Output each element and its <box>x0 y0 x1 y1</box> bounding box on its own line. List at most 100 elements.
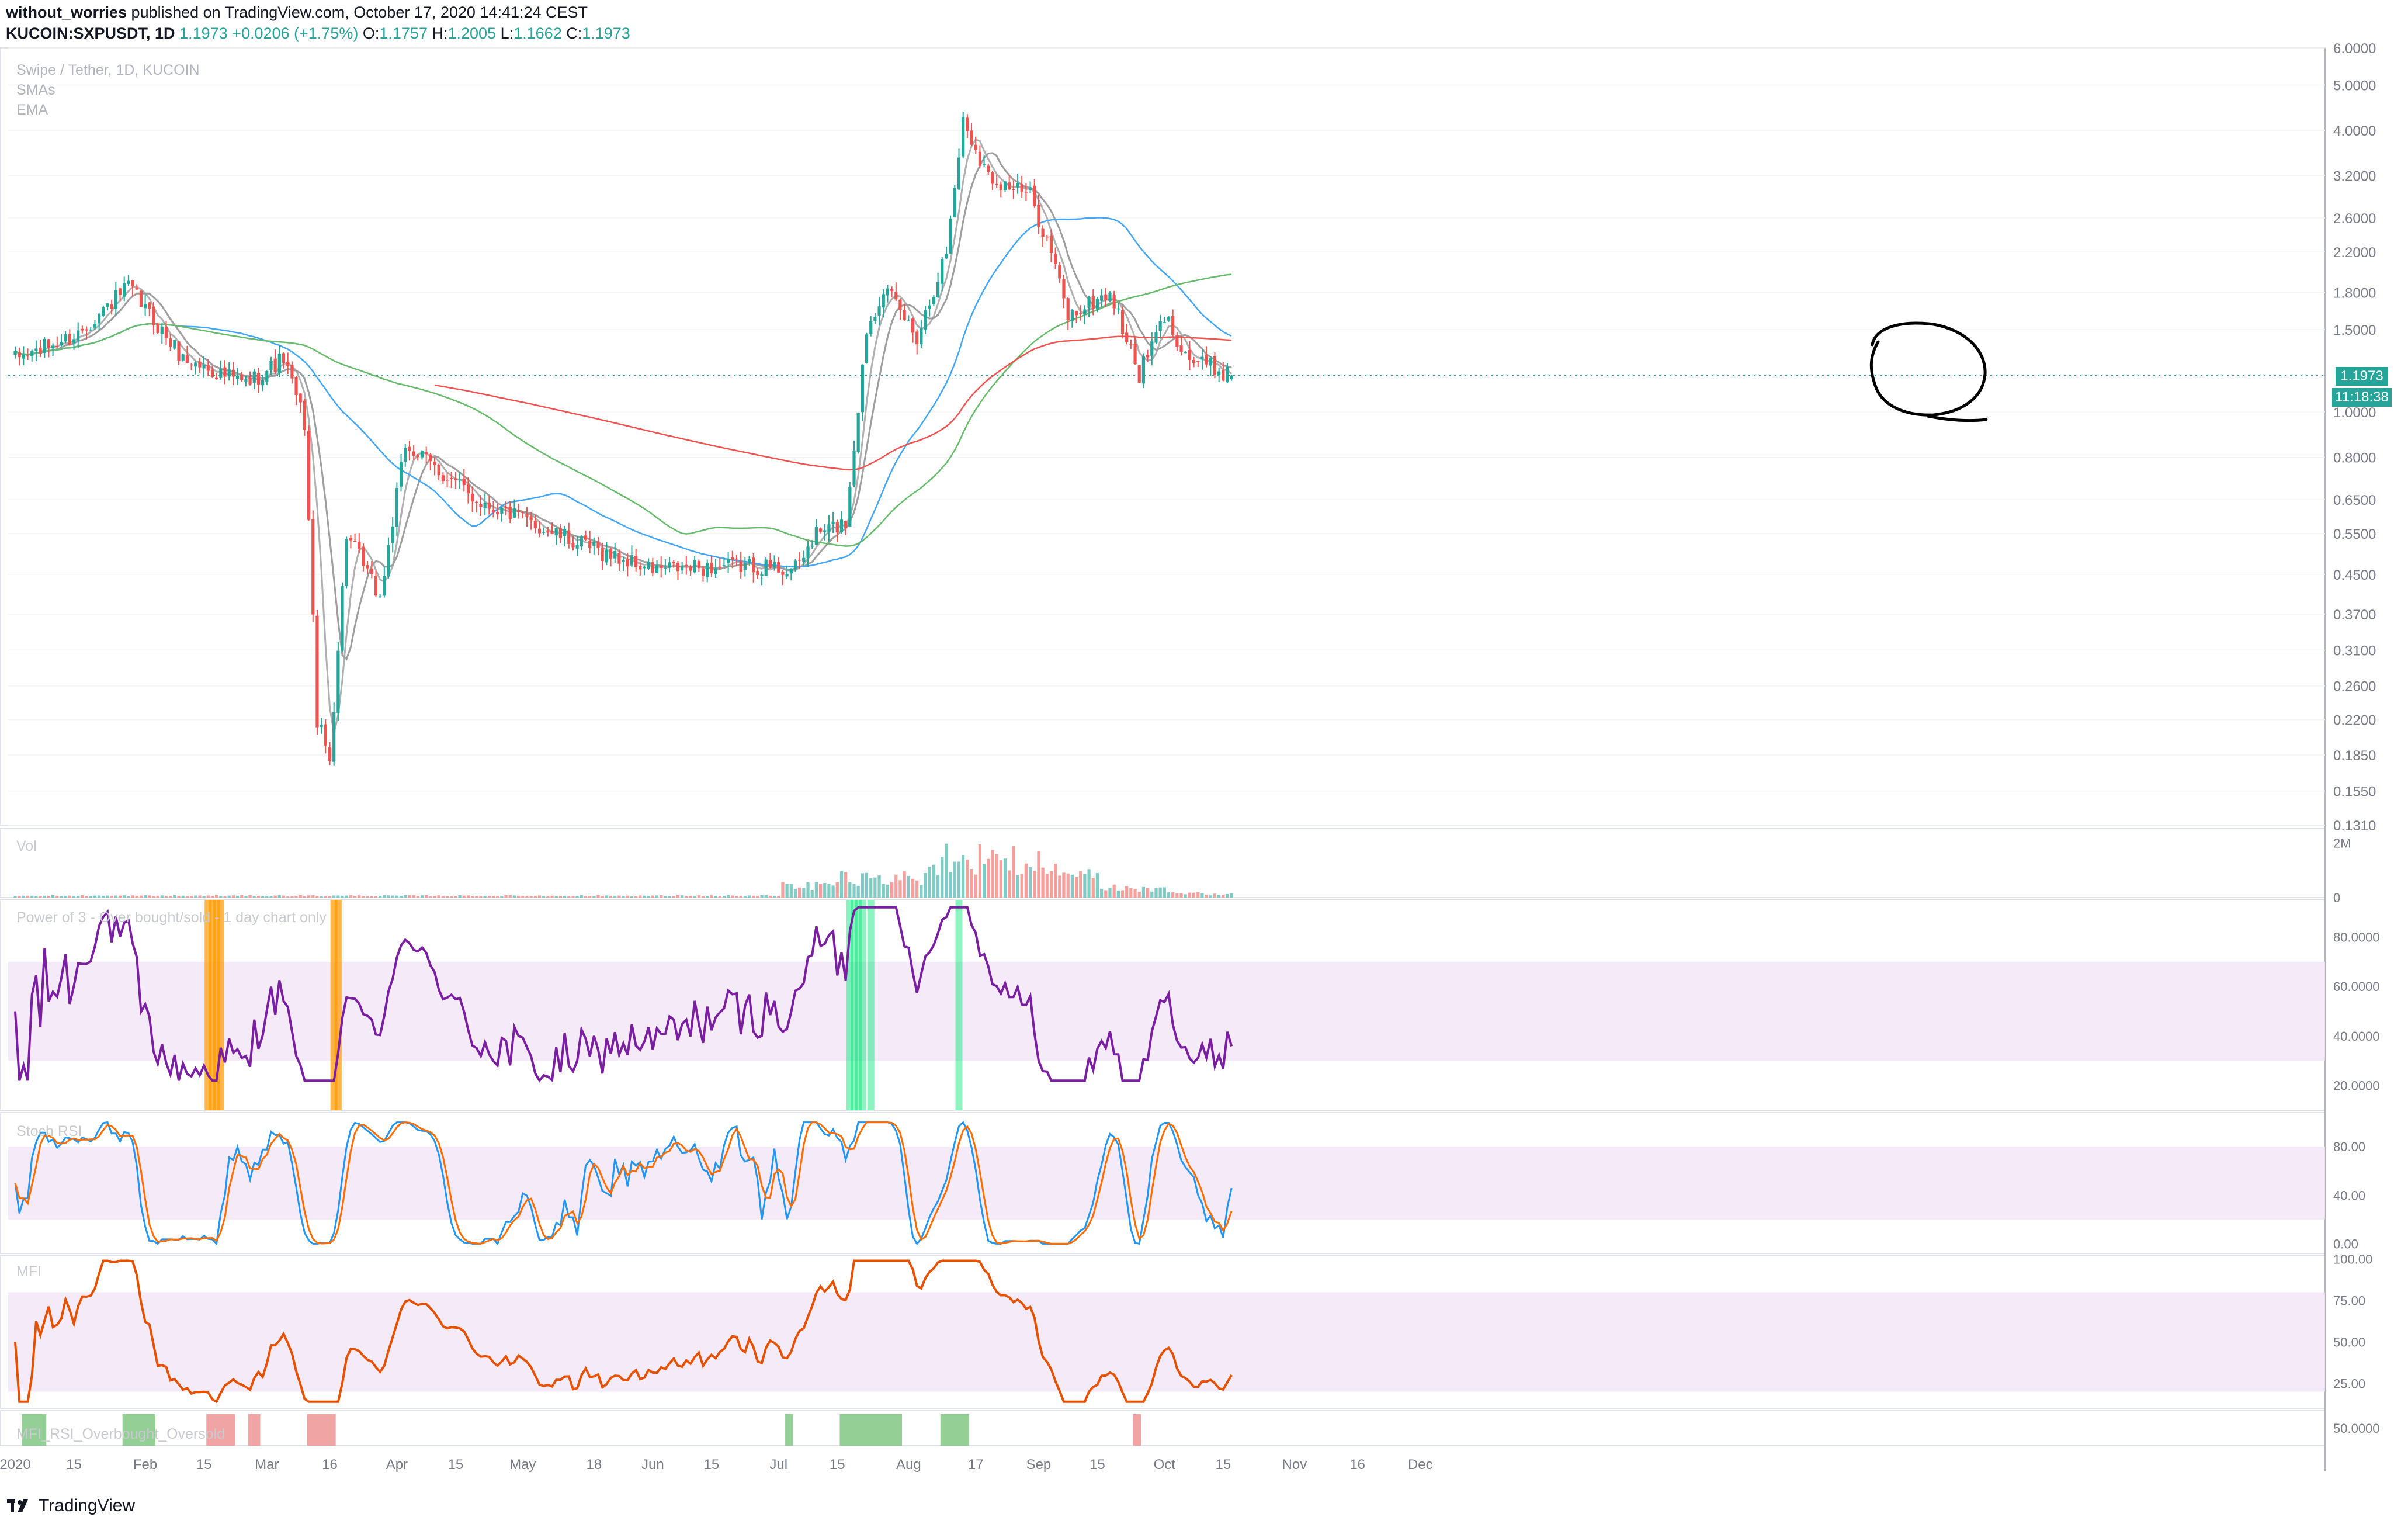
candle[interactable] <box>143 295 147 316</box>
volume-pane-label[interactable]: Vol <box>16 838 37 854</box>
candle[interactable] <box>102 305 105 317</box>
candle[interactable] <box>89 327 92 331</box>
candle[interactable] <box>521 511 525 518</box>
candle[interactable] <box>425 446 428 463</box>
candle[interactable] <box>856 412 860 454</box>
candle[interactable] <box>450 472 453 489</box>
candle[interactable] <box>1020 175 1023 198</box>
candle[interactable] <box>554 527 558 545</box>
candle[interactable] <box>941 257 944 292</box>
candle[interactable] <box>550 522 554 535</box>
candle[interactable] <box>290 361 294 384</box>
candle[interactable] <box>982 155 986 167</box>
candle[interactable] <box>1200 349 1204 370</box>
candle[interactable] <box>235 368 240 385</box>
candle[interactable] <box>827 515 831 542</box>
candle[interactable] <box>194 361 197 375</box>
candle[interactable] <box>1054 247 1057 269</box>
candle[interactable] <box>890 286 894 297</box>
candle[interactable] <box>328 742 332 766</box>
power-pane-label[interactable]: Power of 3 - Over bought/sold - 1 day ch… <box>16 909 327 926</box>
candle[interactable] <box>77 322 80 349</box>
candle[interactable] <box>588 531 592 553</box>
candle[interactable] <box>806 541 810 567</box>
candle[interactable] <box>1125 324 1129 345</box>
candle[interactable] <box>1167 316 1171 322</box>
candle[interactable] <box>999 181 1002 198</box>
candle[interactable] <box>491 501 495 518</box>
candle[interactable] <box>462 469 466 492</box>
candle[interactable] <box>437 463 440 481</box>
candle[interactable] <box>261 374 265 392</box>
candle[interactable] <box>227 362 231 381</box>
candle[interactable] <box>445 473 449 488</box>
candle[interactable] <box>697 559 700 572</box>
candle[interactable] <box>458 472 462 489</box>
candle[interactable] <box>558 524 562 543</box>
candle[interactable] <box>651 557 654 577</box>
candle[interactable] <box>43 337 46 358</box>
candle[interactable] <box>47 338 51 358</box>
candle[interactable] <box>1171 309 1175 339</box>
candle[interactable] <box>127 275 130 286</box>
candle[interactable] <box>962 112 965 158</box>
candle[interactable] <box>1184 351 1187 354</box>
candle[interactable] <box>341 582 344 652</box>
candle[interactable] <box>265 370 269 385</box>
candle[interactable] <box>387 537 390 579</box>
candle[interactable] <box>98 313 101 330</box>
candle[interactable] <box>567 522 571 549</box>
candle[interactable] <box>1163 317 1166 324</box>
candle[interactable] <box>294 375 298 406</box>
candle[interactable] <box>311 510 315 622</box>
candle[interactable] <box>1213 352 1217 379</box>
candle[interactable] <box>215 373 218 380</box>
candle[interactable] <box>374 570 378 597</box>
candle[interactable] <box>441 472 445 484</box>
candle[interactable] <box>877 297 881 326</box>
candle[interactable] <box>1100 289 1104 307</box>
candle[interactable] <box>408 441 411 461</box>
candle[interactable] <box>131 279 134 297</box>
candle[interactable] <box>844 520 848 535</box>
candle[interactable] <box>353 533 357 542</box>
candle[interactable] <box>1146 349 1150 362</box>
candle[interactable] <box>785 565 789 580</box>
candle[interactable] <box>18 347 21 366</box>
candle[interactable] <box>668 557 671 573</box>
candle[interactable] <box>324 719 327 754</box>
candle[interactable] <box>1137 365 1141 383</box>
candle[interactable] <box>814 519 818 546</box>
candle[interactable] <box>345 536 348 589</box>
candle[interactable] <box>647 558 650 570</box>
sma-legend[interactable]: SMAs <box>16 82 55 98</box>
candle[interactable] <box>181 353 185 362</box>
candle[interactable] <box>1024 183 1028 202</box>
candle[interactable] <box>1091 289 1095 316</box>
candle[interactable] <box>563 526 567 546</box>
candle[interactable] <box>1108 291 1112 303</box>
candle[interactable] <box>768 553 772 569</box>
candle[interactable] <box>1003 181 1007 192</box>
candle[interactable] <box>72 333 76 350</box>
candle[interactable] <box>395 482 398 537</box>
candle[interactable] <box>13 346 17 359</box>
candle[interactable] <box>1079 305 1082 321</box>
mfi-pane-label[interactable]: MFI <box>16 1263 42 1280</box>
candle[interactable] <box>160 323 164 344</box>
candle[interactable] <box>617 549 621 571</box>
candle[interactable] <box>118 287 122 301</box>
candle[interactable] <box>903 303 906 321</box>
candle[interactable] <box>517 503 521 519</box>
candle[interactable] <box>466 477 470 504</box>
candle[interactable] <box>198 358 202 373</box>
candle[interactable] <box>630 545 634 568</box>
candle[interactable] <box>475 500 478 513</box>
candle[interactable] <box>592 537 596 555</box>
candle[interactable] <box>202 356 206 378</box>
candle[interactable] <box>148 302 151 316</box>
candle[interactable] <box>722 557 726 567</box>
candle[interactable] <box>928 299 931 317</box>
candle[interactable] <box>383 566 386 598</box>
candle[interactable] <box>739 551 742 579</box>
